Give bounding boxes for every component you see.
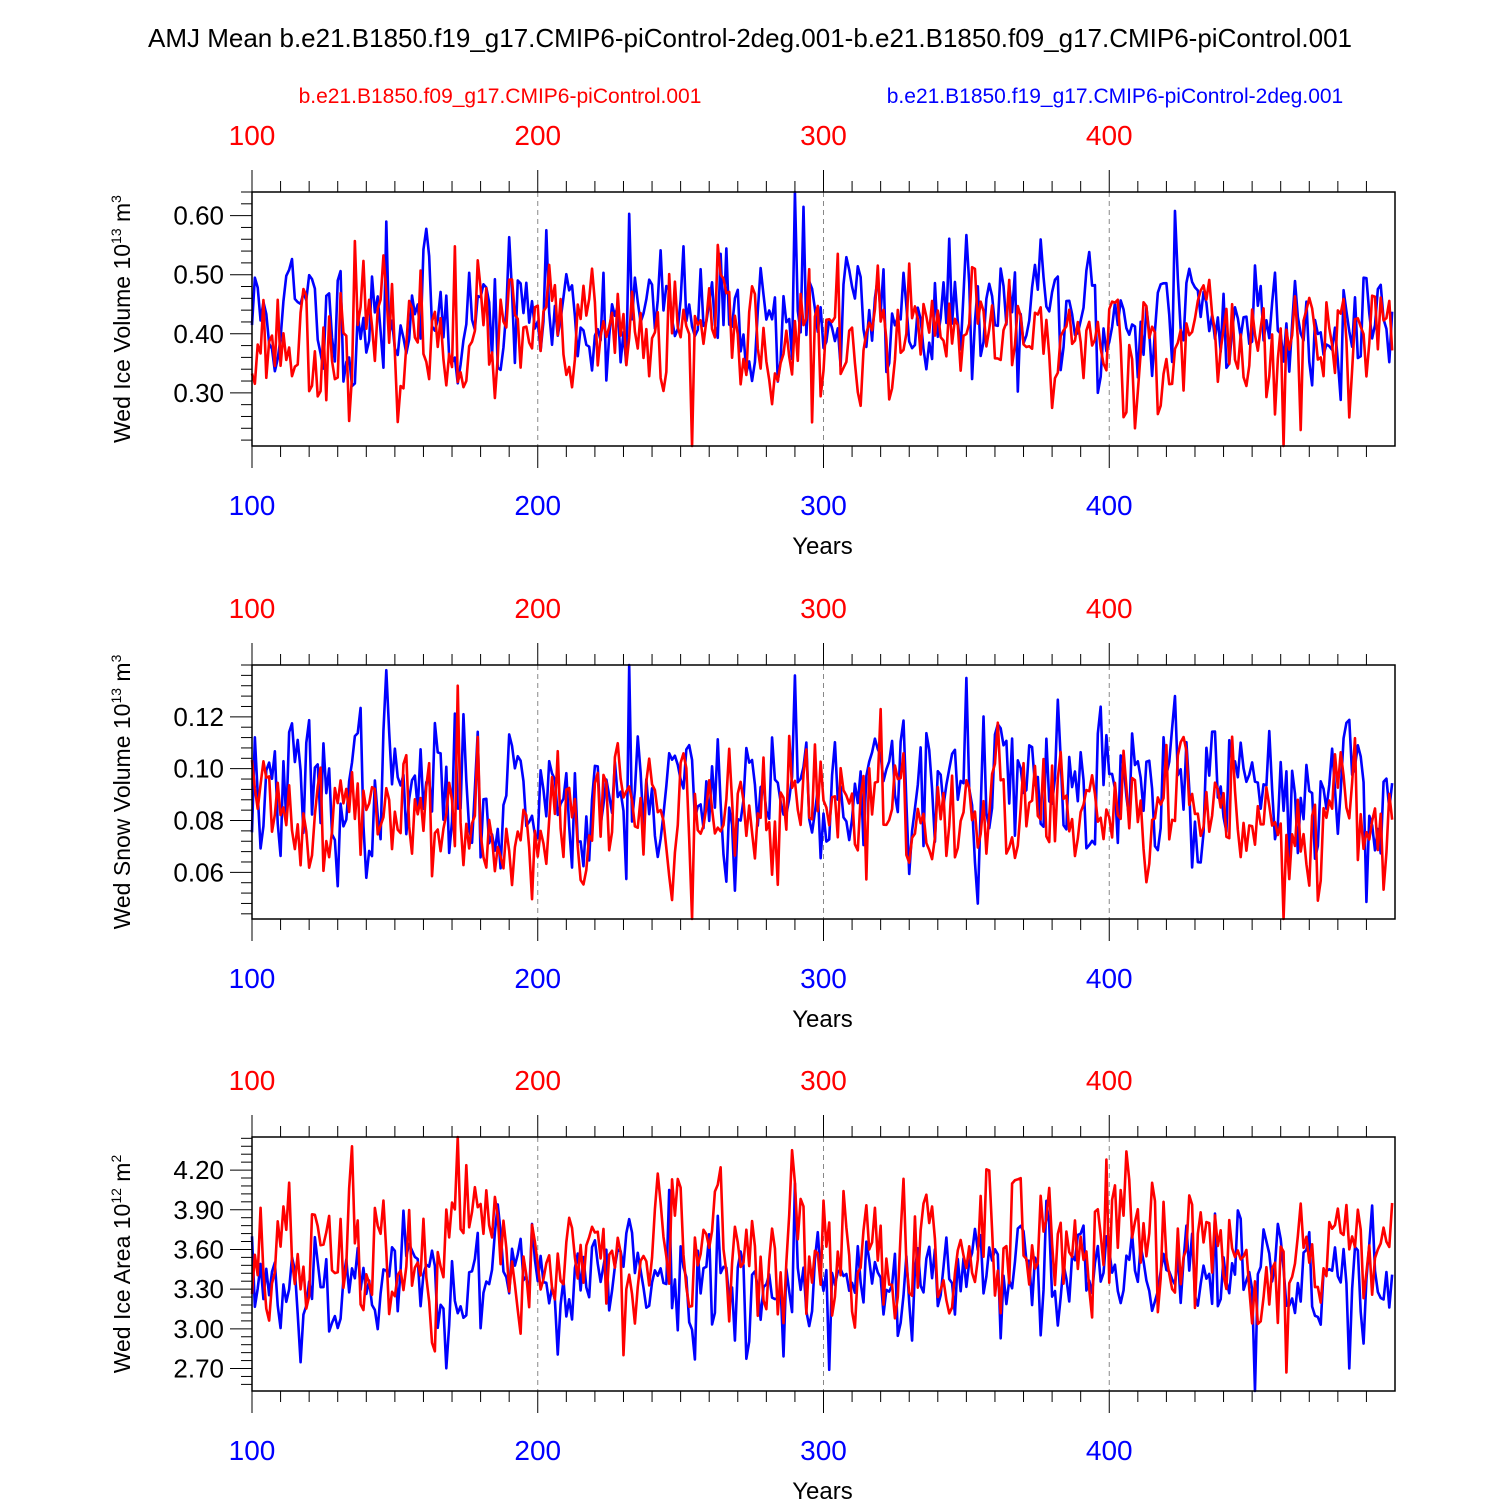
- x-tick-label-bottom: 100: [229, 1435, 276, 1466]
- series-line-red: [250, 1135, 1394, 1374]
- series-line-blue: [250, 190, 1394, 402]
- x-tick-label-top: 200: [514, 1065, 561, 1096]
- series-line-red: [250, 239, 1394, 448]
- y-tick-label: 0.10: [173, 754, 224, 784]
- y-axis-label: Wed Ice Area 1012 m2: [108, 1155, 135, 1374]
- x-tick-label-top: 200: [514, 593, 561, 624]
- x-tick-label-top: 100: [229, 1065, 276, 1096]
- x-tick-label-bottom: 100: [229, 963, 276, 994]
- figure-title: AMJ Mean b.e21.B1850.f19_g17.CMIP6-piCon…: [148, 23, 1352, 53]
- x-tick-label-top: 300: [800, 593, 847, 624]
- y-tick-label: 0.50: [173, 260, 224, 290]
- x-tick-label-bottom: 200: [514, 963, 561, 994]
- x-tick-label-bottom: 100: [229, 490, 276, 521]
- legend-label-red: b.e21.B1850.f09_g17.CMIP6-piControl.001: [299, 85, 702, 108]
- series-line-red: [250, 684, 1394, 921]
- panel-2: 0.06 0.08 0.10 0.12 100 100 200 200 300 300 400 400…: [108, 593, 1396, 1033]
- y-tick-label: 0.06: [173, 857, 224, 887]
- x-tick-label-bottom: 400: [1086, 1435, 1133, 1466]
- x-axis-label: Years: [792, 533, 853, 560]
- y-tick-label: 4.20: [173, 1155, 224, 1185]
- x-tick-label-bottom: 300: [800, 1435, 847, 1466]
- x-tick-label-bottom: 200: [514, 1435, 561, 1466]
- x-axis-label: Years: [792, 1006, 853, 1033]
- x-tick-label-top: 300: [800, 1065, 847, 1096]
- x-tick-label-top: 300: [800, 120, 847, 151]
- x-tick-label-top: 100: [229, 120, 276, 151]
- y-axis-label: Wed Snow Volume 1013 m3: [108, 654, 135, 929]
- x-tick-label-bottom: 400: [1086, 490, 1133, 521]
- legend-label-blue: b.e21.B1850.f19_g17.CMIP6-piControl-2deg…: [887, 85, 1343, 108]
- series-line-blue: [250, 663, 1394, 905]
- y-tick-label: 3.30: [173, 1274, 224, 1304]
- x-tick-label-top: 400: [1086, 1065, 1133, 1096]
- x-tick-label-bottom: 200: [514, 490, 561, 521]
- y-tick-label: 0.40: [173, 319, 224, 349]
- y-tick-label: 3.00: [173, 1314, 224, 1344]
- y-tick-label: 2.70: [173, 1354, 224, 1384]
- y-tick-label: 0.30: [173, 378, 224, 408]
- y-tick-label: 0.60: [173, 201, 224, 231]
- y-tick-label: 3.90: [173, 1195, 224, 1225]
- y-tick-label: 0.08: [173, 806, 224, 836]
- series-line-blue: [250, 1182, 1394, 1393]
- x-axis-label: Years: [792, 1478, 853, 1500]
- x-tick-label-bottom: 400: [1086, 963, 1133, 994]
- x-tick-label-top: 200: [514, 120, 561, 151]
- y-axis-label: Wed Ice Volume 1013 m3: [108, 195, 135, 443]
- x-tick-label-bottom: 300: [800, 963, 847, 994]
- x-tick-label-top: 400: [1086, 120, 1133, 151]
- panel-3: 2.70 3.00 3.30 3.60 3.90 4.20 100 100 200 200 300 3…: [108, 1065, 1396, 1500]
- panel-1: 0.30 0.40 0.50 0.60 100 100 200 200 300 300 400 400…: [108, 120, 1396, 560]
- y-tick-label: 0.12: [173, 702, 224, 732]
- y-tick-label: 3.60: [173, 1234, 224, 1264]
- x-tick-label-bottom: 300: [800, 490, 847, 521]
- x-tick-label-top: 400: [1086, 593, 1133, 624]
- x-tick-label-top: 100: [229, 593, 276, 624]
